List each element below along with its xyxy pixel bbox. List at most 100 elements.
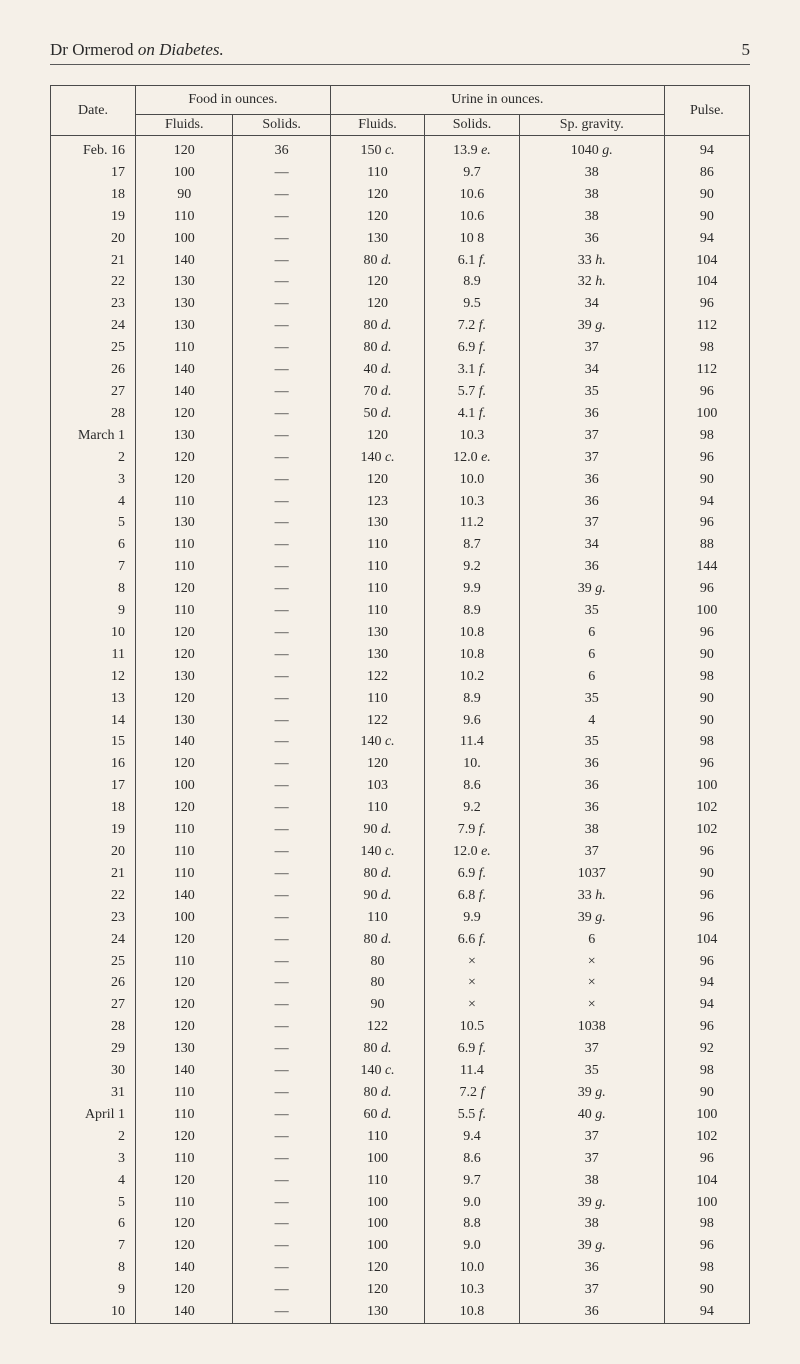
- cell-sp-gravity: 4: [519, 710, 664, 732]
- cell-sp-gravity: 37: [519, 1126, 664, 1148]
- table-row: 21110—80 d.6.9 f.103790: [51, 863, 750, 885]
- table-row: 23100—1109.939 g.96: [51, 907, 750, 929]
- table-row: 31110—80 d.7.2 f39 g.90: [51, 1082, 750, 1104]
- cell-date: 13: [51, 688, 136, 710]
- cell-pulse: 100: [664, 600, 749, 622]
- cell-urine-solids: 10.5: [425, 1016, 519, 1038]
- cell-date: 22: [51, 271, 136, 293]
- cell-urine-fluids: 60 d.: [330, 1104, 424, 1126]
- cell-urine-solids: 8.9: [425, 600, 519, 622]
- cell-pulse: 96: [664, 841, 749, 863]
- table-row: 4110—12310.33694: [51, 491, 750, 513]
- cell-urine-fluids: 110: [330, 534, 424, 556]
- table-row: 12130—12210.2698: [51, 666, 750, 688]
- cell-food-fluids: 110: [136, 1082, 233, 1104]
- cell-urine-fluids: 90: [330, 994, 424, 1016]
- cell-urine-fluids: 123: [330, 491, 424, 513]
- cell-urine-solids: 7.2 f: [425, 1082, 519, 1104]
- cell-date: 9: [51, 600, 136, 622]
- cell-urine-solids: 10.: [425, 753, 519, 775]
- cell-date: 24: [51, 929, 136, 951]
- cell-pulse: 90: [664, 710, 749, 732]
- cell-food-solids: —: [233, 710, 330, 732]
- cell-sp-gravity: 1040 g.: [519, 136, 664, 162]
- cell-pulse: 96: [664, 907, 749, 929]
- cell-date: 7: [51, 1235, 136, 1257]
- table-row: 7120—1009.039 g.96: [51, 1235, 750, 1257]
- cell-pulse: 96: [664, 1235, 749, 1257]
- cell-food-solids: —: [233, 556, 330, 578]
- cell-pulse: 98: [664, 1257, 749, 1279]
- table-row: 20110—140 c.12.0 e.3796: [51, 841, 750, 863]
- table-row: March 1130—12010.33798: [51, 425, 750, 447]
- table-row: 9120—12010.33790: [51, 1279, 750, 1301]
- cell-date: 19: [51, 206, 136, 228]
- cell-urine-solids: 5.7 f.: [425, 381, 519, 403]
- cell-food-solids: —: [233, 228, 330, 250]
- cell-food-solids: —: [233, 1060, 330, 1082]
- cell-sp-gravity: 37: [519, 1148, 664, 1170]
- cell-food-solids: —: [233, 293, 330, 315]
- cell-date: 28: [51, 1016, 136, 1038]
- cell-pulse: 90: [664, 644, 749, 666]
- cell-urine-fluids: 130: [330, 1301, 424, 1323]
- cell-food-fluids: 140: [136, 885, 233, 907]
- cell-urine-fluids: 100: [330, 1192, 424, 1214]
- table-row: 11120—13010.8690: [51, 644, 750, 666]
- table-row: 4120—1109.738104: [51, 1170, 750, 1192]
- cell-urine-solids: 9.4: [425, 1126, 519, 1148]
- table-row: 5130—13011.23796: [51, 512, 750, 534]
- cell-sp-gravity: 38: [519, 1213, 664, 1235]
- table-row: 27120—90××94: [51, 994, 750, 1016]
- cell-food-solids: —: [233, 1301, 330, 1323]
- cell-food-fluids: 110: [136, 863, 233, 885]
- cell-food-solids: —: [233, 359, 330, 381]
- cell-sp-gravity: 39 g.: [519, 1192, 664, 1214]
- cell-food-fluids: 120: [136, 136, 233, 162]
- cell-urine-fluids: 122: [330, 1016, 424, 1038]
- cell-urine-solids: 7.9 f.: [425, 819, 519, 841]
- cell-pulse: 144: [664, 556, 749, 578]
- cell-sp-gravity: 35: [519, 688, 664, 710]
- cell-sp-gravity: 33 h.: [519, 250, 664, 272]
- cell-pulse: 98: [664, 337, 749, 359]
- cell-date: 7: [51, 556, 136, 578]
- cell-urine-solids: 6.6 f.: [425, 929, 519, 951]
- cell-sp-gravity: 6: [519, 622, 664, 644]
- cell-date: 9: [51, 1279, 136, 1301]
- table-row: 6110—1108.73488: [51, 534, 750, 556]
- cell-urine-solids: 10.0: [425, 469, 519, 491]
- cell-food-fluids: 140: [136, 381, 233, 403]
- col-urine-group: Urine in ounces.: [330, 86, 664, 115]
- page-header: Dr Ormerod on Diabetes. 5: [50, 40, 750, 65]
- table-row: 9110—1108.935100: [51, 600, 750, 622]
- table-row: 2120—1109.437102: [51, 1126, 750, 1148]
- cell-pulse: 90: [664, 863, 749, 885]
- cell-sp-gravity: 1038: [519, 1016, 664, 1038]
- cell-urine-solids: 6.1 f.: [425, 250, 519, 272]
- cell-date: 2: [51, 1126, 136, 1148]
- cell-sp-gravity: 35: [519, 1060, 664, 1082]
- table-body: Feb. 1612036150 c.13.9 e.1040 g.9417100—…: [51, 136, 750, 1324]
- cell-food-fluids: 120: [136, 797, 233, 819]
- cell-urine-fluids: 120: [330, 425, 424, 447]
- cell-sp-gravity: 38: [519, 1170, 664, 1192]
- cell-pulse: 100: [664, 403, 749, 425]
- col-food-solids: Solids.: [233, 115, 330, 136]
- cell-food-solids: —: [233, 972, 330, 994]
- cell-urine-fluids: 130: [330, 644, 424, 666]
- cell-sp-gravity: 34: [519, 359, 664, 381]
- cell-food-fluids: 120: [136, 972, 233, 994]
- cell-date: 2: [51, 447, 136, 469]
- cell-urine-solids: 10.0: [425, 1257, 519, 1279]
- cell-food-solids: —: [233, 929, 330, 951]
- cell-pulse: 96: [664, 1016, 749, 1038]
- cell-sp-gravity: 33 h.: [519, 885, 664, 907]
- cell-date: 3: [51, 1148, 136, 1170]
- cell-date: 22: [51, 885, 136, 907]
- cell-date: 6: [51, 534, 136, 556]
- author: Dr Ormerod: [50, 40, 134, 59]
- cell-food-fluids: 110: [136, 600, 233, 622]
- cell-date: 6: [51, 1213, 136, 1235]
- cell-food-fluids: 120: [136, 403, 233, 425]
